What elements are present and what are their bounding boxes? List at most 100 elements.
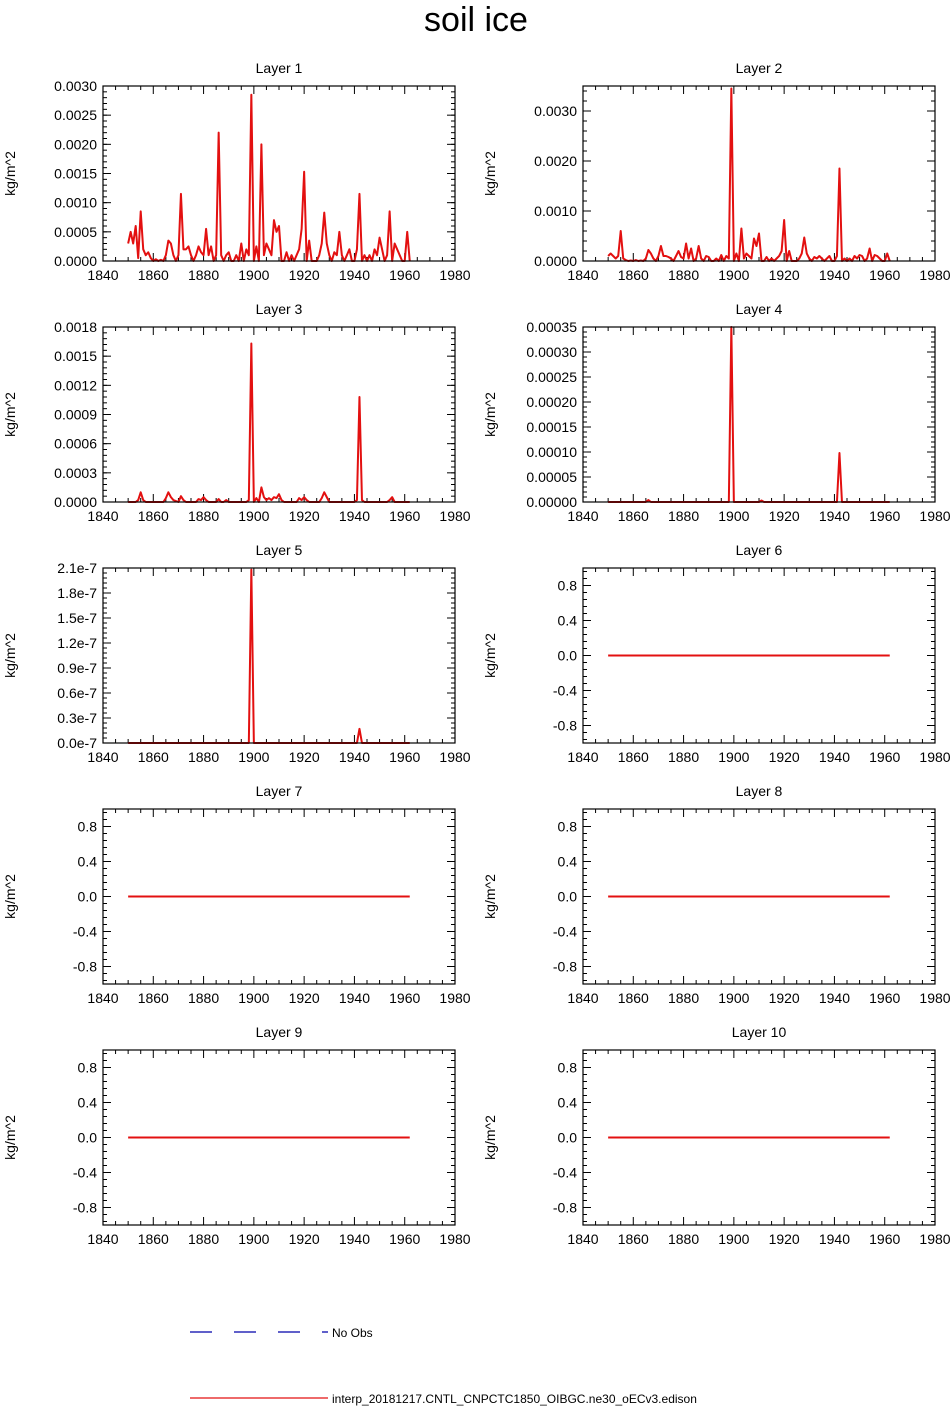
- y-axis-label-layer-8: kg/m^2: [482, 874, 498, 919]
- x-tick-label: 1960: [869, 1231, 900, 1247]
- plot-frame-layer-7: [102, 808, 456, 985]
- x-tick-label: 1920: [289, 749, 320, 765]
- chart-title-layer-7: Layer 7: [256, 783, 303, 799]
- page-title: soil ice: [424, 1, 528, 39]
- x-tick-label: 1940: [339, 508, 370, 524]
- x-tick-label: 1980: [439, 267, 470, 283]
- y-tick-label: -0.8: [553, 718, 577, 734]
- y-axis-label-layer-2: kg/m^2: [482, 151, 498, 196]
- x-tick-label: 1940: [819, 267, 850, 283]
- x-tick-label: 1940: [819, 749, 850, 765]
- y-tick-label: 0.0: [78, 889, 98, 905]
- y-tick-label: 0.0009: [54, 407, 97, 423]
- y-tick-label: 0.00005: [526, 469, 577, 485]
- x-tick-label: 1980: [919, 990, 950, 1006]
- x-tick-label: 1840: [87, 508, 118, 524]
- y-axis-label-layer-6: kg/m^2: [482, 633, 498, 678]
- y-tick-label: -0.4: [553, 683, 577, 699]
- chart-title-layer-10: Layer 10: [732, 1024, 787, 1040]
- y-tick-label: 0.3e-7: [57, 710, 97, 726]
- series-line-layer-4: [608, 326, 890, 503]
- chart-panel-layer-3: Layer 3 kg/m^2 1840 1860 1880 1900 1920 1940 196…: [2, 301, 471, 524]
- legend-label-model-run: interp_20181217.CNTL_CNPCTC1850_OIBGC.ne…: [332, 1392, 697, 1406]
- y-tick-label: 0.0012: [54, 377, 97, 393]
- y-tick-label: -0.8: [73, 1200, 97, 1216]
- x-tick-label: 1860: [138, 749, 169, 765]
- y-tick-label: 0.0005: [54, 224, 97, 240]
- x-tick-label: 1840: [87, 267, 118, 283]
- x-tick-label: 1900: [238, 508, 269, 524]
- plot-frame-layer-4: [582, 326, 936, 503]
- x-tick-label: 1920: [289, 990, 320, 1006]
- y-tick-label: 0.9e-7: [57, 660, 97, 676]
- chart-title-layer-4: Layer 4: [736, 301, 783, 317]
- y-tick-label: 0.0: [558, 889, 578, 905]
- plot-frame-layer-6: [582, 567, 936, 744]
- y-tick-label: 1.5e-7: [57, 610, 97, 626]
- x-tick-label: 1920: [769, 990, 800, 1006]
- x-tick-label: 1860: [618, 508, 649, 524]
- x-tick-label: 1980: [439, 749, 470, 765]
- y-tick-label: 1.2e-7: [57, 635, 97, 651]
- y-tick-label: -0.4: [553, 924, 577, 940]
- x-tick-label: 1860: [138, 267, 169, 283]
- y-tick-label: 0.4: [78, 1095, 98, 1111]
- y-tick-label: 0.8: [558, 578, 578, 594]
- x-tick-label: 1860: [138, 990, 169, 1006]
- x-tick-label: 1900: [718, 990, 749, 1006]
- x-tick-label: 1980: [439, 1231, 470, 1247]
- x-tick-label: 1960: [389, 267, 420, 283]
- chart-title-layer-6: Layer 6: [736, 542, 783, 558]
- y-tick-label: 0.4: [78, 854, 98, 870]
- legend: No Obs interp_20181217.CNTL_CNPCTC1850_O…: [190, 1326, 697, 1406]
- y-tick-label: -0.8: [553, 1200, 577, 1216]
- y-tick-label: 0.0030: [534, 103, 577, 119]
- chart-title-layer-1: Layer 1: [256, 60, 303, 76]
- x-tick-label: 1900: [718, 1231, 749, 1247]
- x-tick-label: 1940: [819, 508, 850, 524]
- x-tick-label: 1920: [289, 267, 320, 283]
- x-tick-label: 1860: [138, 1231, 169, 1247]
- x-tick-label: 1880: [668, 1231, 699, 1247]
- x-tick-label: 1900: [238, 1231, 269, 1247]
- series-line-layer-2: [607, 87, 891, 262]
- x-tick-label: 1920: [289, 508, 320, 524]
- y-axis-label-layer-10: kg/m^2: [482, 1115, 498, 1160]
- x-tick-label: 1960: [869, 508, 900, 524]
- y-tick-label: 0.4: [558, 1095, 578, 1111]
- x-tick-label: 1840: [87, 1231, 118, 1247]
- y-tick-label: 0.00015: [526, 419, 577, 435]
- chart-title-layer-8: Layer 8: [736, 783, 783, 799]
- plot-frame-layer-2: [582, 85, 936, 262]
- x-tick-label: 1940: [339, 1231, 370, 1247]
- x-tick-label: 1960: [389, 1231, 420, 1247]
- y-tick-label: 0.0015: [54, 166, 97, 182]
- series-line-layer-5: [128, 568, 410, 744]
- x-tick-label: 1960: [389, 749, 420, 765]
- x-tick-label: 1920: [769, 749, 800, 765]
- plot-frame-layer-8: [582, 808, 936, 985]
- y-tick-label: 0.00020: [526, 394, 577, 410]
- series-line-layer-1: [127, 93, 411, 262]
- y-tick-label: 0.0003: [54, 465, 97, 481]
- x-tick-label: 1920: [769, 1231, 800, 1247]
- y-tick-label: 1.8e-7: [57, 585, 97, 601]
- series-line-layer-3: [128, 342, 410, 503]
- x-tick-label: 1900: [718, 508, 749, 524]
- y-tick-label: 0.8: [558, 1060, 578, 1076]
- y-tick-label: 0.0006: [54, 436, 97, 452]
- y-tick-label: 0.0018: [54, 319, 97, 335]
- x-tick-label: 1880: [188, 749, 219, 765]
- y-tick-label: -0.8: [553, 959, 577, 975]
- y-tick-label: 2.1e-7: [57, 560, 97, 576]
- x-tick-label: 1980: [919, 508, 950, 524]
- plot-frame-layer-5: [102, 567, 456, 744]
- chart-panels: Layer 1 kg/m^2 1840 1860 1880 1900 1920 1940 196…: [2, 60, 951, 1247]
- chart-panel-layer-4: Layer 4 kg/m^2 1840 1860 1880 1900 1920 1940 196…: [482, 301, 951, 524]
- x-tick-label: 1960: [869, 267, 900, 283]
- x-tick-label: 1840: [87, 990, 118, 1006]
- y-tick-label: 0.8: [558, 819, 578, 835]
- chart-panel-layer-8: Layer 8 kg/m^2 1840 1860 1880 1900 1920 1940 196…: [482, 783, 951, 1006]
- y-tick-label: 0.0: [558, 1130, 578, 1146]
- x-tick-label: 1960: [869, 749, 900, 765]
